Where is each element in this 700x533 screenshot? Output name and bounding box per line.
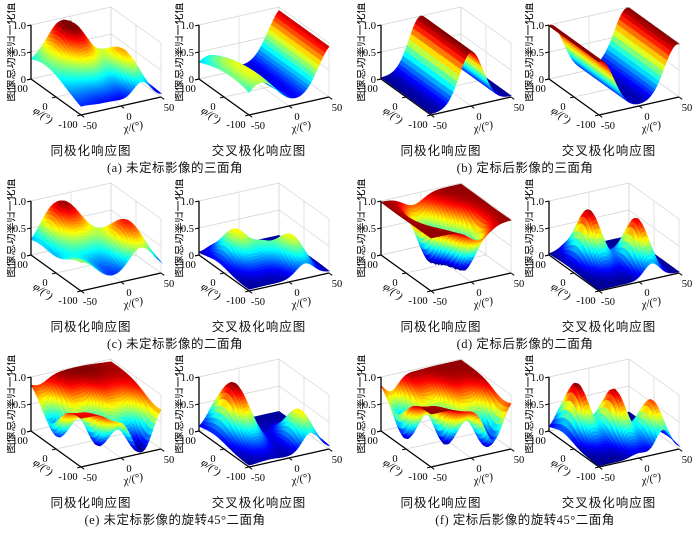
- surface-plot-c-crosspol: [175, 179, 343, 325]
- subplot-b-crosspol: 交叉极化响应图: [525, 3, 693, 158]
- group-caption: (a) 未定标影像的三面角: [107, 161, 243, 175]
- surface-plot-d-crosspol: [525, 179, 693, 325]
- subplot-c-copol: 同极化响应图: [7, 179, 175, 334]
- plot-title: 同极化响应图: [400, 320, 482, 334]
- group-c: 同极化响应图 交叉极化响应图 (c) 未定标影像的二面角: [7, 179, 343, 355]
- group-e: 同极化响应图 交叉极化响应图 (e) 未定标影像的旋转45°二面角: [7, 355, 343, 531]
- group-d: 同极化响应图 交叉极化响应图 (d) 定标后影像的二面角: [357, 179, 693, 355]
- plot-title: 交叉极化响应图: [211, 144, 307, 158]
- plot-title: 交叉极化响应图: [561, 144, 657, 158]
- subplot-b-copol: 同极化响应图: [357, 3, 525, 158]
- figure-row-2: 同极化响应图 交叉极化响应图 (c) 未定标影像的二面角 同极化响应图 交叉极化…: [0, 179, 700, 355]
- plot-title: 同极化响应图: [50, 144, 132, 158]
- group-caption: (d) 定标后影像的二面角: [456, 337, 594, 351]
- subplot-e-copol: 同极化响应图: [7, 355, 175, 510]
- plot-title: 同极化响应图: [400, 496, 482, 510]
- group-caption: (f) 定标后影像的旋转45°二面角: [435, 513, 615, 527]
- surface-plot-d-copol: [357, 179, 525, 325]
- surface-plot-a-crosspol: [175, 3, 343, 149]
- subplot-f-crosspol: 交叉极化响应图: [525, 355, 693, 510]
- surface-plot-e-copol: [7, 355, 175, 501]
- plot-title: 同极化响应图: [50, 496, 132, 510]
- surface-plot-f-crosspol: [525, 355, 693, 501]
- subplot-c-crosspol: 交叉极化响应图: [175, 179, 343, 334]
- plot-title: 同极化响应图: [400, 144, 482, 158]
- subplot-e-crosspol: 交叉极化响应图: [175, 355, 343, 510]
- subplot-a-copol: 同极化响应图: [7, 3, 175, 158]
- plot-title: 交叉极化响应图: [211, 320, 307, 334]
- subplot-f-copol: 同极化响应图: [357, 355, 525, 510]
- plot-title: 交叉极化响应图: [561, 496, 657, 510]
- figure-row-1: 同极化响应图 交叉极化响应图 (a) 未定标影像的三面角 同极化响应图 交叉极化…: [0, 3, 700, 179]
- plot-title: 同极化响应图: [50, 320, 132, 334]
- group-caption: (b) 定标后影像的三面角: [456, 161, 594, 175]
- surface-plot-c-copol: [7, 179, 175, 325]
- figure-row-3: 同极化响应图 交叉极化响应图 (e) 未定标影像的旋转45°二面角 同极化响应图…: [0, 355, 700, 531]
- group-b: 同极化响应图 交叉极化响应图 (b) 定标后影像的三面角: [357, 3, 693, 179]
- surface-plot-a-copol: [7, 3, 175, 149]
- subplot-a-crosspol: 交叉极化响应图: [175, 3, 343, 158]
- group-caption: (c) 未定标影像的二面角: [107, 337, 243, 351]
- subplot-d-copol: 同极化响应图: [357, 179, 525, 334]
- group-caption: (e) 未定标影像的旋转45°二面角: [84, 513, 266, 527]
- group-a: 同极化响应图 交叉极化响应图 (a) 未定标影像的三面角: [7, 3, 343, 179]
- surface-plot-b-copol: [357, 3, 525, 149]
- surface-plot-f-copol: [357, 355, 525, 501]
- surface-plot-b-crosspol: [525, 3, 693, 149]
- plot-title: 交叉极化响应图: [211, 496, 307, 510]
- group-f: 同极化响应图 交叉极化响应图 (f) 定标后影像的旋转45°二面角: [357, 355, 693, 531]
- plot-title: 交叉极化响应图: [561, 320, 657, 334]
- surface-plot-e-crosspol: [175, 355, 343, 501]
- subplot-d-crosspol: 交叉极化响应图: [525, 179, 693, 334]
